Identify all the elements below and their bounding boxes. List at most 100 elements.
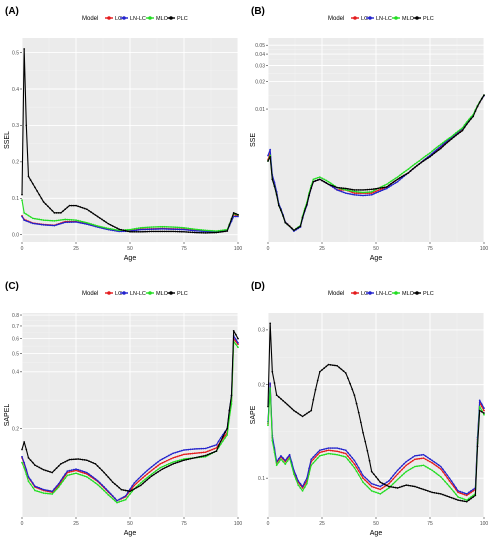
data-point-ln-lc xyxy=(183,449,185,451)
data-point-plc xyxy=(377,478,380,481)
data-point-mlc xyxy=(344,456,347,458)
data-point-mlc xyxy=(396,176,399,178)
data-point-mlc xyxy=(174,226,177,229)
data-point-lc xyxy=(323,450,326,453)
data-point-mlc xyxy=(94,482,97,484)
data-point-mlc xyxy=(107,494,110,496)
panel-b-sse: (B) Model LC LN-LC MLC PLC 0 25 50 75 100 0.01 0.02 0… xyxy=(246,0,491,275)
data-point-plc xyxy=(232,329,235,332)
data-point-mlc xyxy=(217,229,220,232)
data-point-plc xyxy=(316,179,319,181)
data-point-plc xyxy=(142,230,144,233)
data-point-ln-lc xyxy=(357,194,360,197)
data-point-plc xyxy=(118,486,121,489)
data-point-lc xyxy=(396,473,399,476)
data-point-plc xyxy=(68,204,71,207)
data-point-mlc xyxy=(29,216,32,218)
data-point-mlc xyxy=(465,499,468,501)
legend-title: Model xyxy=(328,16,344,22)
data-point-ln-lc xyxy=(62,476,64,479)
data-point-plc xyxy=(206,231,209,234)
data-point-mlc xyxy=(277,461,280,464)
data-point-lc xyxy=(390,480,392,483)
data-point-lc xyxy=(81,471,84,474)
data-point-plc xyxy=(299,225,302,228)
data-point-ln-lc xyxy=(49,224,51,227)
data-point-plc xyxy=(323,180,326,183)
data-point-ln-lc xyxy=(60,479,62,482)
legend-label-plc: PLC xyxy=(423,291,434,297)
data-point-mlc xyxy=(142,226,144,229)
x-tick-label: 75 xyxy=(427,246,433,252)
data-point-lc xyxy=(196,452,198,454)
data-point-mlc xyxy=(36,490,38,492)
data-point-mlc xyxy=(211,229,213,232)
data-point-ln-lc xyxy=(47,489,49,492)
data-point-plc xyxy=(295,411,297,413)
data-point-plc xyxy=(85,459,88,462)
data-point-ln-lc xyxy=(433,150,436,153)
data-point-ln-lc xyxy=(139,228,142,231)
data-point-lc xyxy=(139,478,142,481)
data-point-plc xyxy=(310,187,313,189)
data-point-mlc xyxy=(437,145,440,147)
x-axis-title: Age xyxy=(370,530,383,537)
data-point-plc xyxy=(228,409,231,412)
data-point-mlc xyxy=(301,490,304,492)
data-point-ln-lc xyxy=(23,219,26,221)
data-point-ln-lc xyxy=(131,485,134,487)
data-point-mlc xyxy=(189,227,192,230)
data-point-plc xyxy=(392,486,395,489)
data-point-mlc xyxy=(334,453,336,456)
data-point-plc xyxy=(49,470,51,473)
data-point-plc xyxy=(424,158,427,161)
data-point-mlc xyxy=(49,219,51,222)
data-point-ln-lc xyxy=(111,495,114,497)
legend-label-mlc: MLC xyxy=(156,16,168,22)
data-point-plc xyxy=(437,492,440,495)
data-point-plc xyxy=(465,123,468,126)
legend-marker-plc xyxy=(415,291,419,295)
data-point-mlc xyxy=(461,497,464,500)
data-point-mlc xyxy=(180,226,183,229)
data-point-mlc xyxy=(47,492,49,495)
data-point-mlc xyxy=(66,218,69,221)
y-tick-label: 0.4 xyxy=(12,87,19,93)
data-point-ln-lc xyxy=(25,468,28,471)
data-point-mlc xyxy=(44,492,47,495)
data-point-plc xyxy=(312,180,315,183)
data-point-plc xyxy=(377,187,380,190)
data-point-ln-lc xyxy=(146,228,149,231)
data-point-ln-lc xyxy=(124,495,127,497)
data-point-plc xyxy=(336,186,338,189)
data-point-plc xyxy=(349,382,351,385)
data-point-plc xyxy=(480,410,483,413)
data-point-plc xyxy=(211,451,213,454)
data-point-plc xyxy=(176,461,179,464)
data-point-plc xyxy=(351,388,354,391)
data-point-lc xyxy=(381,487,384,489)
data-point-mlc xyxy=(461,127,464,129)
legend-marker-ln-lc xyxy=(368,291,372,295)
data-point-ln-lc xyxy=(72,221,75,223)
data-point-ln-lc xyxy=(347,192,349,195)
data-point-plc xyxy=(34,464,36,467)
data-point-ln-lc xyxy=(450,480,453,483)
data-point-ln-lc xyxy=(409,457,412,460)
data-point-plc xyxy=(476,445,479,448)
legend-marker-mlc xyxy=(394,291,398,295)
data-point-lc xyxy=(353,463,356,465)
data-point-plc xyxy=(286,223,289,226)
data-point-mlc xyxy=(111,228,114,231)
data-point-ln-lc xyxy=(38,223,41,226)
legend-marker-lc xyxy=(107,291,111,295)
data-point-plc xyxy=(77,458,80,460)
data-point-ln-lc xyxy=(185,228,188,231)
data-point-lc xyxy=(392,478,395,480)
data-point-plc xyxy=(196,456,198,459)
data-point-mlc xyxy=(137,484,140,486)
data-point-mlc xyxy=(57,219,60,222)
data-point-plc xyxy=(185,458,188,461)
data-point-ln-lc xyxy=(390,184,392,187)
data-point-ln-lc xyxy=(396,469,399,472)
